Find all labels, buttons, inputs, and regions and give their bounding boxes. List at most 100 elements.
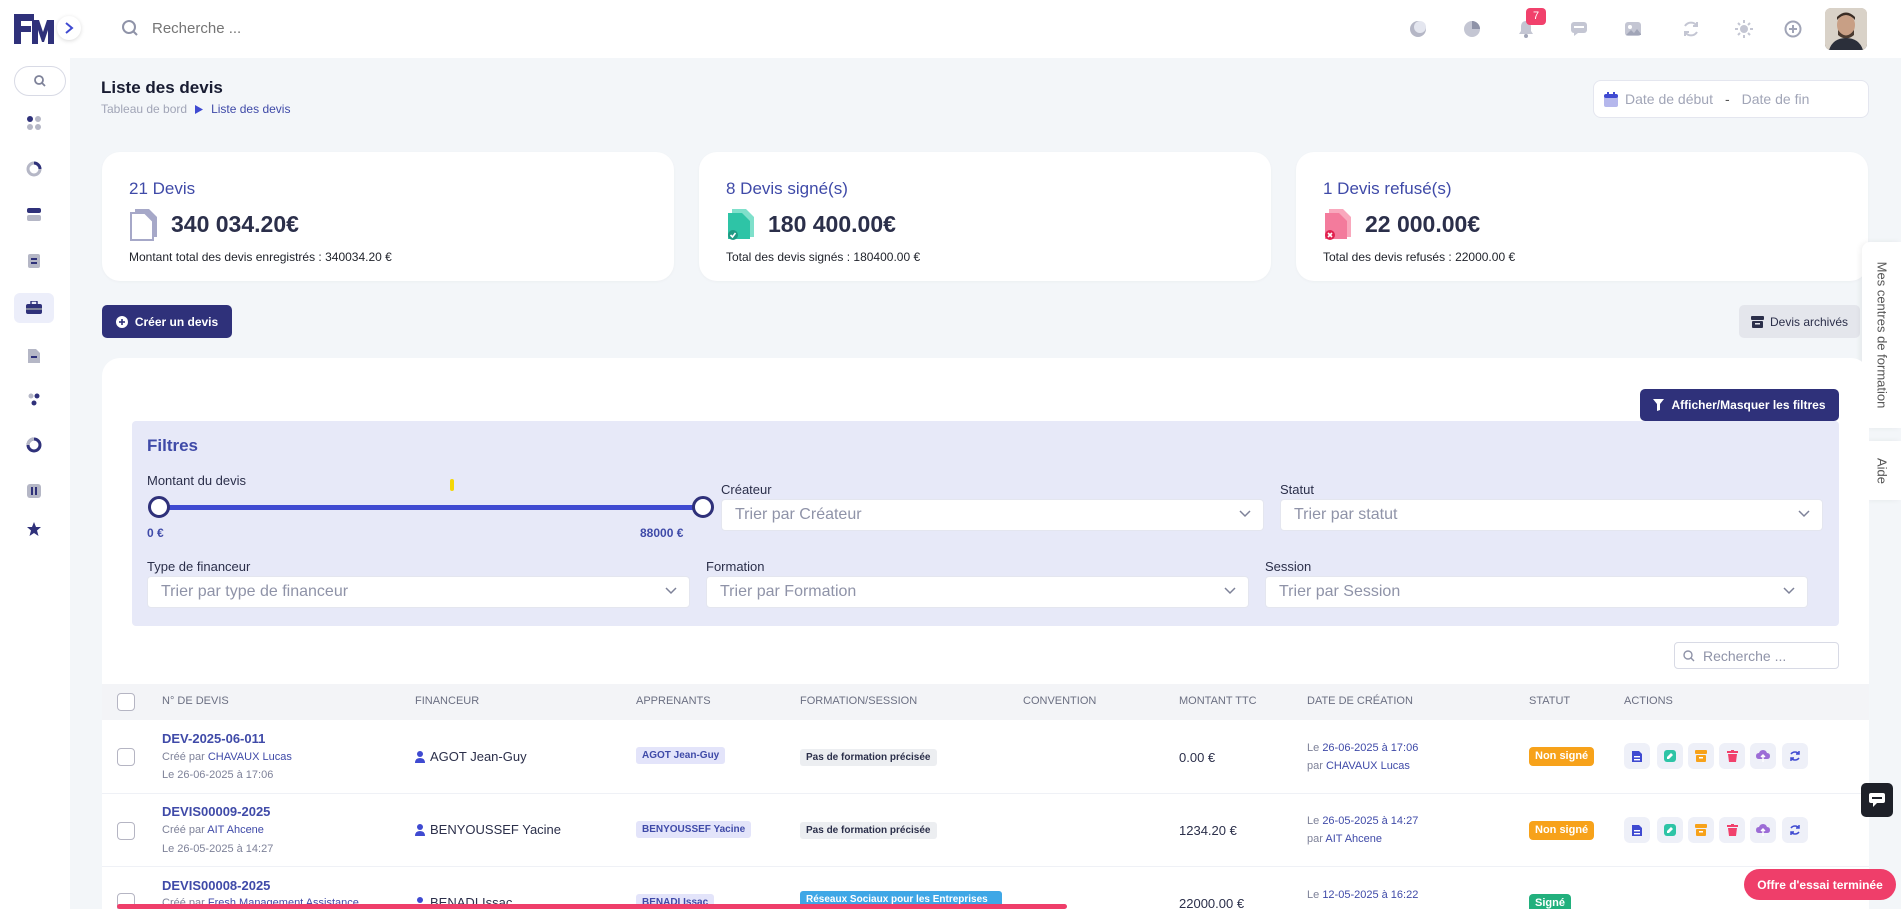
creation-author-name[interactable]: CHAVAUX Lucas: [1325, 760, 1410, 772]
statut-select[interactable]: Trier par statut: [1280, 499, 1823, 531]
sidebar-item-files[interactable]: [14, 341, 54, 371]
chat-icon[interactable]: [1568, 18, 1590, 40]
apprenant-tag[interactable]: BENYOUSSEF Yacine: [636, 821, 752, 838]
sidebar-item-favorites[interactable]: [14, 514, 54, 544]
sidebar-item-dashboard[interactable]: [14, 108, 54, 138]
column-header-financeur[interactable]: FINANCEUR: [415, 695, 480, 707]
created-by-name[interactable]: AIT Ahcene: [207, 824, 264, 836]
devis-number-link[interactable]: DEV-2025-06-011: [162, 731, 266, 746]
user-avatar[interactable]: [1825, 8, 1867, 50]
archive-button[interactable]: [1688, 743, 1714, 769]
edit-button[interactable]: [1657, 743, 1683, 769]
column-header-num[interactable]: N° DE DEVIS: [162, 695, 229, 707]
edit-button[interactable]: [1657, 817, 1683, 843]
trash-icon: [1726, 824, 1738, 836]
upload-button[interactable]: [1750, 817, 1776, 843]
create-devis-button[interactable]: Créer un devis: [102, 305, 232, 338]
column-header-date[interactable]: DATE DE CRÉATION: [1307, 695, 1413, 707]
column-header-formation[interactable]: FORMATION/SESSION: [800, 695, 918, 707]
delete-button[interactable]: [1719, 817, 1745, 843]
plus-circle-icon[interactable]: [1782, 18, 1804, 40]
chat-widget-button[interactable]: [1861, 783, 1893, 817]
created-by-name[interactable]: CHAVAUX Lucas: [207, 751, 292, 763]
view-pdf-button[interactable]: [1624, 817, 1650, 843]
archive-button[interactable]: [1688, 817, 1714, 843]
slider-tooltip-marker: [450, 479, 454, 491]
archived-devis-button[interactable]: Devis archivés: [1739, 305, 1860, 338]
archive-icon: [1695, 824, 1707, 836]
formation-select[interactable]: Trier par Formation: [706, 576, 1249, 608]
select-all-checkbox[interactable]: [117, 693, 135, 711]
card-description: Total des devis signés : 180400.00 €: [726, 250, 921, 264]
montant-slider-max-handle[interactable]: [692, 496, 714, 518]
createur-placeholder: Trier par Créateur: [735, 506, 862, 523]
regenerate-button[interactable]: [1782, 817, 1808, 843]
regenerate-button[interactable]: [1782, 743, 1808, 769]
montant-slider-track[interactable]: [160, 505, 703, 510]
table-header: [102, 684, 1869, 720]
card-description: Total des devis refusés : 22000.00 €: [1323, 250, 1516, 264]
global-search-input[interactable]: [152, 14, 452, 42]
scroll-indicator: [117, 904, 1067, 909]
database-icon: [27, 208, 41, 221]
moon-icon[interactable]: [1407, 18, 1429, 40]
delete-button[interactable]: [1719, 743, 1745, 769]
date-range-picker[interactable]: Date de début - Date de fin: [1593, 80, 1869, 118]
sidebar-item-database[interactable]: [14, 200, 54, 230]
upload-button[interactable]: [1750, 743, 1776, 769]
page-title: Liste des devis: [101, 78, 223, 97]
financeur-name: AGOT Jean-Guy: [430, 749, 527, 764]
app-logo[interactable]: [12, 12, 54, 46]
creation-author-name[interactable]: AIT Ahcene: [1325, 833, 1383, 845]
date-start-input[interactable]: Date de début: [1625, 91, 1713, 107]
card-title: 1 Devis refusé(s): [1323, 179, 1452, 198]
apprenant-tag[interactable]: AGOT Jean-Guy: [636, 747, 726, 764]
refresh-icon[interactable]: [1680, 18, 1702, 40]
sidebar-item-devis[interactable]: [14, 293, 54, 323]
star-icon: [27, 522, 41, 536]
sidebar-item-progress[interactable]: [14, 430, 54, 460]
chat-icon: [1869, 793, 1885, 807]
createur-select[interactable]: Trier par Créateur: [721, 499, 1264, 531]
date-separator: -: [1724, 91, 1730, 107]
devis-number-link[interactable]: DEVIS00008-2025: [162, 878, 271, 893]
financeur-type-select[interactable]: Trier par type de financeur: [147, 576, 690, 608]
creation-date-value: 12-05-2025 à 16:22: [1322, 889, 1419, 901]
sidebar-item-settings[interactable]: [14, 476, 54, 506]
table-search-input[interactable]: Recherche ...: [1674, 642, 1839, 669]
view-pdf-button[interactable]: [1624, 743, 1650, 769]
column-header-statut[interactable]: STATUT: [1529, 695, 1571, 707]
creation-author: par AIT Ahcene: [1307, 833, 1382, 845]
formation-tag[interactable]: Réseaux Sociaux pour les Entreprises: [800, 891, 1002, 908]
chart-icon[interactable]: [1461, 18, 1483, 40]
date-end-input[interactable]: Date de fin: [1741, 91, 1810, 107]
image-icon[interactable]: [1622, 18, 1644, 40]
montant-slider-min-handle[interactable]: [148, 496, 170, 518]
breadcrumb-home[interactable]: Tableau de bord: [101, 102, 188, 116]
row-checkbox[interactable]: [117, 822, 135, 840]
column-header-convention[interactable]: CONVENTION: [1023, 695, 1097, 707]
devis-number-link[interactable]: DEVIS00009-2025: [162, 804, 271, 819]
column-header-montant[interactable]: MONTANT TTC: [1179, 695, 1257, 707]
sidebar-item-stats[interactable]: [14, 154, 54, 184]
file-icon: [28, 349, 40, 363]
search-icon: [1683, 649, 1695, 661]
session-select[interactable]: Trier par Session: [1265, 576, 1808, 608]
toggle-filters-button[interactable]: Afficher/Masquer les filtres: [1640, 389, 1839, 421]
sun-icon[interactable]: [1733, 18, 1755, 40]
file-pdf-icon: [1632, 824, 1642, 836]
sidebar-search-button[interactable]: [14, 66, 66, 96]
stat-card-signed: 8 Devis signé(s) 180 400.00€ Total des d…: [699, 152, 1271, 281]
document-cross-icon: [1325, 209, 1351, 240]
trial-ended-button[interactable]: Offre d'essai terminée: [1744, 869, 1896, 900]
sidebar-toggle-button[interactable]: [57, 16, 81, 40]
sidebar-item-documents[interactable]: [14, 246, 54, 276]
card-amount: 22 000.00€: [1365, 211, 1481, 237]
chevron-down-icon: [1224, 587, 1236, 595]
file-pdf-icon: [1632, 750, 1642, 762]
row-checkbox[interactable]: [117, 748, 135, 766]
column-header-apprenants[interactable]: APPRENANTS: [636, 695, 711, 707]
financeur-cell: AGOT Jean-Guy: [415, 749, 527, 764]
sidebar-item-users[interactable]: [14, 384, 54, 414]
dashboard-icon: [27, 116, 41, 130]
